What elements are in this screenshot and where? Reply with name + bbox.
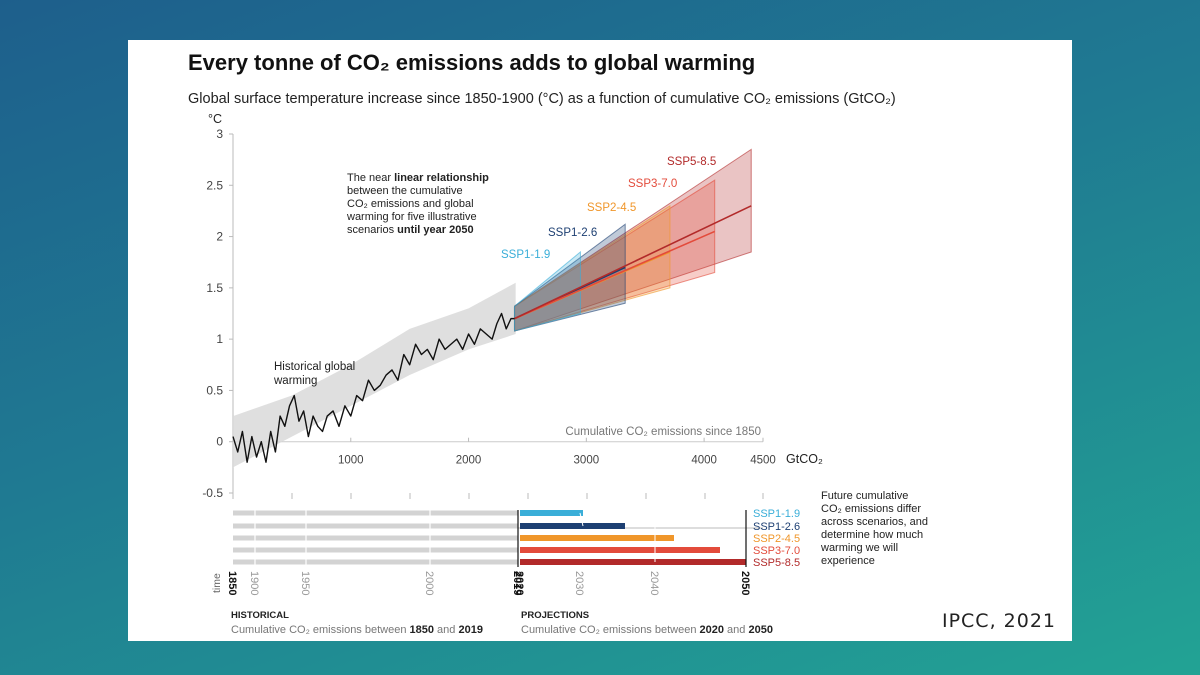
y-tick-label-0: -0.5 [202,486,223,500]
chart-title: Every tonne of CO₂ emissions adds to glo… [188,50,755,75]
y-tick-label-4: 1.5 [206,281,223,295]
x-axis-note: Cumulative CO₂ emissions since 1850 [565,426,761,438]
note-line3: across scenarios, and [821,516,928,528]
timeline-label-ssp1-1.9: SSP1-1.9 [753,508,800,520]
timeline-label-ssp5-8.5: SSP5-8.5 [753,557,800,569]
note-line6: experience [821,555,875,567]
label-ssp2-4.5: SSP2-4.5 [587,202,636,214]
timeline-year-2050: 2050 [739,571,751,595]
projection-bar-ssp3-7.0 [520,547,720,553]
scenario-labels-layer: SSP1-1.9 SSP1-2.6 SSP2-4.5 SSP3-7.0 SSP5-8.5 [501,156,716,261]
x-tick-label-2: 3000 [574,455,600,467]
timeline-year-2020: 2020 [513,571,525,595]
historical-bar-1 [233,523,518,529]
time-axis-label: time [211,573,223,593]
timeline-label-ssp2-4.5: SSP2-4.5 [753,533,800,545]
x-tick-label-0: 1000 [338,455,364,467]
guide-2030 [579,512,584,527]
source-credit: IPCC, 2021 [941,610,1056,632]
y-tick-label-2: 0.5 [206,383,223,397]
x-tick-label-1: 2000 [456,455,482,467]
historical-band [233,282,516,468]
y-tick-label-5: 2 [216,230,223,244]
note-line2: CO₂ emissions differ [821,503,921,515]
label-ssp1-1.9: SSP1-1.9 [501,249,550,261]
linear-relationship-annotation: The near linear relationship between the… [346,172,489,236]
historical-warming-line [232,312,515,463]
label-ssp3-7.0: SSP3-7.0 [628,178,677,190]
annotation-line3: CO₂ emissions and global [347,198,474,210]
timeline-year-2030: 2030 [573,571,585,595]
historical-caption: HISTORICAL Cumulative CO₂ emissions betw… [231,610,483,636]
historical-band-layer [233,282,516,468]
historical-bar-2 [233,535,518,541]
line-ssp3-7.0 [514,230,716,320]
annotation-line2: between the cumulative [347,185,463,197]
timeline-year-2019: 2019 [511,571,523,595]
y-tick-label-7: 3 [216,127,223,141]
chart-subtitle: Global surface temperature increase sinc… [188,91,896,107]
historical-bar-4 [233,559,518,565]
timeline-year-1900: 1900 [248,571,260,595]
note-line4: determine how much [821,529,923,541]
historical-heading: HISTORICAL [231,610,289,621]
scenario-lines-layer [514,205,752,320]
y-tick-label-3: 1 [216,332,223,346]
y-axis: -0.5 0 0.5 1 1.5 2 2.5 3 [202,127,234,500]
y-tick-label-6: 2.5 [206,178,223,192]
label-ssp5-8.5: SSP5-8.5 [667,156,716,168]
projections-subcaption: Cumulative CO₂ emissions between 2020 an… [521,624,773,636]
projection-bar-ssp2-4.5 [520,535,674,541]
projection-bar-ssp1-1.9 [520,510,583,516]
timeline-label-ssp1-2.6: SSP1-2.6 [753,521,800,533]
y-tick-label-1: 0 [216,435,223,449]
annotation-line5: scenarios until year 2050 [347,224,474,236]
figure-card: Every tonne of CO₂ emissions adds to glo… [128,40,1072,641]
timeline-year-2000: 2000 [423,571,435,595]
note-line1: Future cumulative [821,490,908,502]
x-axis-unit: GtCO₂ [786,452,823,466]
projection-bar-ssp5-8.5 [520,559,746,565]
timeline-year-1950: 1950 [299,571,311,595]
label-ssp1-2.6: SSP1-2.6 [548,227,597,239]
annotation-line1: The near linear relationship [347,172,489,184]
y-axis-unit: °C [208,112,222,126]
x-axis: 1000 2000 3000 4000 4500 [233,437,776,467]
x-tick-label-4: 4500 [750,455,776,467]
historical-subcaption: Cumulative CO₂ emissions between 1850 an… [231,624,483,636]
x-tick-label-3: 4000 [691,455,717,467]
annotation-line4: warming for five illustrative [346,211,477,223]
historical-bar-0 [233,510,518,516]
projections-heading: PROJECTIONS [521,610,589,621]
timeline-year-1850: 1850 [226,571,238,595]
future-emissions-note: Future cumulative CO₂ emissions differ a… [820,490,928,567]
projection-bar-ssp1-2.6 [520,523,625,529]
historical-label-line1: Historical global [274,361,355,373]
emissions-warming-chart: Every tonne of CO₂ emissions adds to glo… [188,50,928,636]
historical-label-line2: warming [273,375,317,387]
timeline-label-ssp3-7.0: SSP3-7.0 [753,545,800,557]
projections-caption: PROJECTIONS Cumulative CO₂ emissions bet… [521,610,773,636]
timeline-panel: SSP1-1.9SSP1-2.6SSP2-4.5SSP3-7.0SSP5-8.5… [226,493,800,595]
line-ssp5-8.5 [514,205,752,320]
note-line5: warming we will [820,542,898,554]
historical-bar-3 [233,547,518,553]
timeline-year-2040: 2040 [648,571,660,595]
historical-line-layer [232,312,515,463]
scenario-bands-layer [513,148,752,332]
